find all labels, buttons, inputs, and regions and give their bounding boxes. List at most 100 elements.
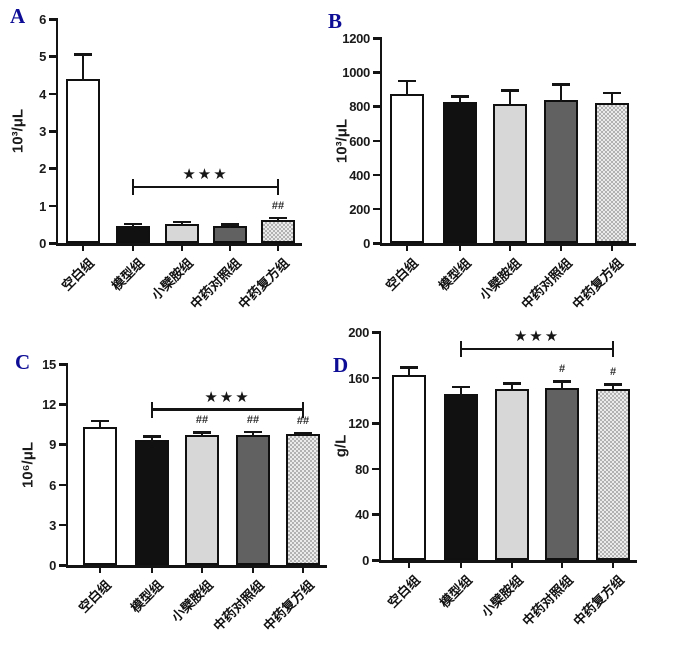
error-bar-stem <box>301 433 305 437</box>
panel-b: B 10³/μL 0 200 400 600 800 1000 1200 空白组 模型组 小檗胺组 中药… <box>320 0 681 330</box>
significance-hash-marker: ## <box>271 199 285 212</box>
error-bar-stem <box>150 436 154 442</box>
x-tick <box>460 562 462 568</box>
significance-bracket-cap <box>150 401 154 418</box>
significance-bracket-cap <box>459 341 463 358</box>
error-bar-cap <box>221 223 239 226</box>
error-bar-stem <box>610 92 614 105</box>
error-bar-cap <box>603 91 621 95</box>
y-tick-label: 80 <box>355 461 369 477</box>
y-tick <box>372 207 380 211</box>
bar-tcm-control-group <box>544 99 578 243</box>
x-label-blank-group: 空白组 <box>384 572 423 611</box>
y-tick <box>371 559 379 562</box>
x-label-berbamine-group: 小檗胺组 <box>478 572 526 620</box>
x-label-blank-group: 空白组 <box>382 255 421 294</box>
x-tick <box>511 562 513 568</box>
x-tick <box>459 245 461 251</box>
y-tick <box>372 242 380 245</box>
x-label-model-group: 模型组 <box>108 255 147 294</box>
y-tick <box>48 130 56 133</box>
significance-stars: ★★★ <box>182 166 229 183</box>
y-tick-label: 5 <box>39 49 46 65</box>
error-bar-cap <box>400 366 418 369</box>
x-label-tcm-compound-group: 中药复方组 <box>260 577 317 634</box>
y-tick-label: 40 <box>355 507 369 523</box>
x-tick <box>509 245 511 251</box>
y-tick-label: 0 <box>363 236 370 251</box>
significance-stars: ★★★ <box>204 388 251 406</box>
error-bar-cap <box>74 53 92 56</box>
x-tick <box>302 567 304 573</box>
x-label-berbamine-group: 小檗胺组 <box>168 577 216 625</box>
y-tick <box>48 18 56 21</box>
bar-berbamine-group <box>493 103 527 243</box>
significance-bracket-cap <box>131 179 135 195</box>
x-tick <box>406 245 408 251</box>
x-label-berbamine-group: 小檗胺组 <box>148 255 196 303</box>
x-tick <box>201 567 203 573</box>
y-axis <box>65 363 68 567</box>
x-tick <box>252 567 254 573</box>
significance-bracket-line <box>152 408 303 411</box>
error-bar-cap <box>604 383 622 386</box>
significance-stars: ★★★ <box>513 328 561 346</box>
x-label-tcm-control-group: 中药对照组 <box>519 572 576 629</box>
panel-c: C 10⁶/μL 0 3 6 9 12 15 空白组 模型组 ## 小檗胺组 ## 中药对照组 ## 中药复方… <box>0 330 327 659</box>
x-label-tcm-compound-group: 中药复方组 <box>569 255 626 312</box>
x-tick <box>611 245 613 251</box>
y-tick-label: 1 <box>39 198 46 214</box>
error-bar-cap <box>451 95 469 98</box>
x-label-model-group: 模型组 <box>127 577 166 616</box>
bar-model-group <box>116 226 150 243</box>
error-bar-stem <box>81 54 85 81</box>
error-bar-stem <box>405 80 409 96</box>
error-bar-cap <box>244 430 262 434</box>
bar-blank-group <box>66 78 100 243</box>
error-bar-cap <box>193 431 211 434</box>
error-bar-stem <box>228 224 232 229</box>
panel-letter: C <box>15 350 31 374</box>
y-tick-label: 9 <box>49 437 56 453</box>
y-tick <box>58 403 66 406</box>
x-tick <box>82 245 84 251</box>
y-tick-label: 3 <box>49 517 56 533</box>
error-bar-stem <box>98 420 102 429</box>
significance-bracket-cap <box>611 341 615 358</box>
y-tick-label: 120 <box>348 416 369 432</box>
x-axis <box>379 243 636 246</box>
y-tick <box>58 483 66 487</box>
y-tick <box>58 564 66 567</box>
error-bar-cap <box>124 222 142 226</box>
significance-hash-marker: ## <box>195 414 209 427</box>
x-label-tcm-control-group: 中药对照组 <box>518 255 575 312</box>
y-tick-label: 6 <box>49 477 56 493</box>
y-tick <box>371 376 379 380</box>
x-axis <box>65 565 327 568</box>
significance-bracket-line <box>461 347 613 351</box>
x-tick <box>151 567 153 573</box>
y-tick <box>48 92 56 96</box>
significance-hash-marker: # <box>609 366 617 379</box>
error-bar-cap <box>501 89 519 92</box>
x-label-model-group: 模型组 <box>435 255 474 294</box>
y-tick <box>372 71 380 74</box>
error-bar-stem <box>611 384 615 391</box>
bar-model-group <box>444 393 478 560</box>
error-bar-cap <box>503 382 521 385</box>
bar-berbamine-group <box>165 223 199 243</box>
y-tick-label: 12 <box>42 397 56 413</box>
bar-tcm-control-group <box>545 387 579 560</box>
y-tick-label: 0 <box>49 558 56 573</box>
y-tick-label: 400 <box>349 167 370 183</box>
y-axis-label: g/L <box>332 434 350 458</box>
y-tick-label: 1000 <box>342 65 370 81</box>
x-tick <box>277 245 279 251</box>
y-axis <box>55 18 58 245</box>
significance-hash-marker: ## <box>246 413 260 426</box>
x-label-tcm-compound-group: 中药复方组 <box>570 572 627 629</box>
bar-tcm-compound-group <box>261 219 295 243</box>
error-bar-cap <box>452 385 470 389</box>
x-label-tcm-control-group: 中药对照组 <box>210 577 267 634</box>
